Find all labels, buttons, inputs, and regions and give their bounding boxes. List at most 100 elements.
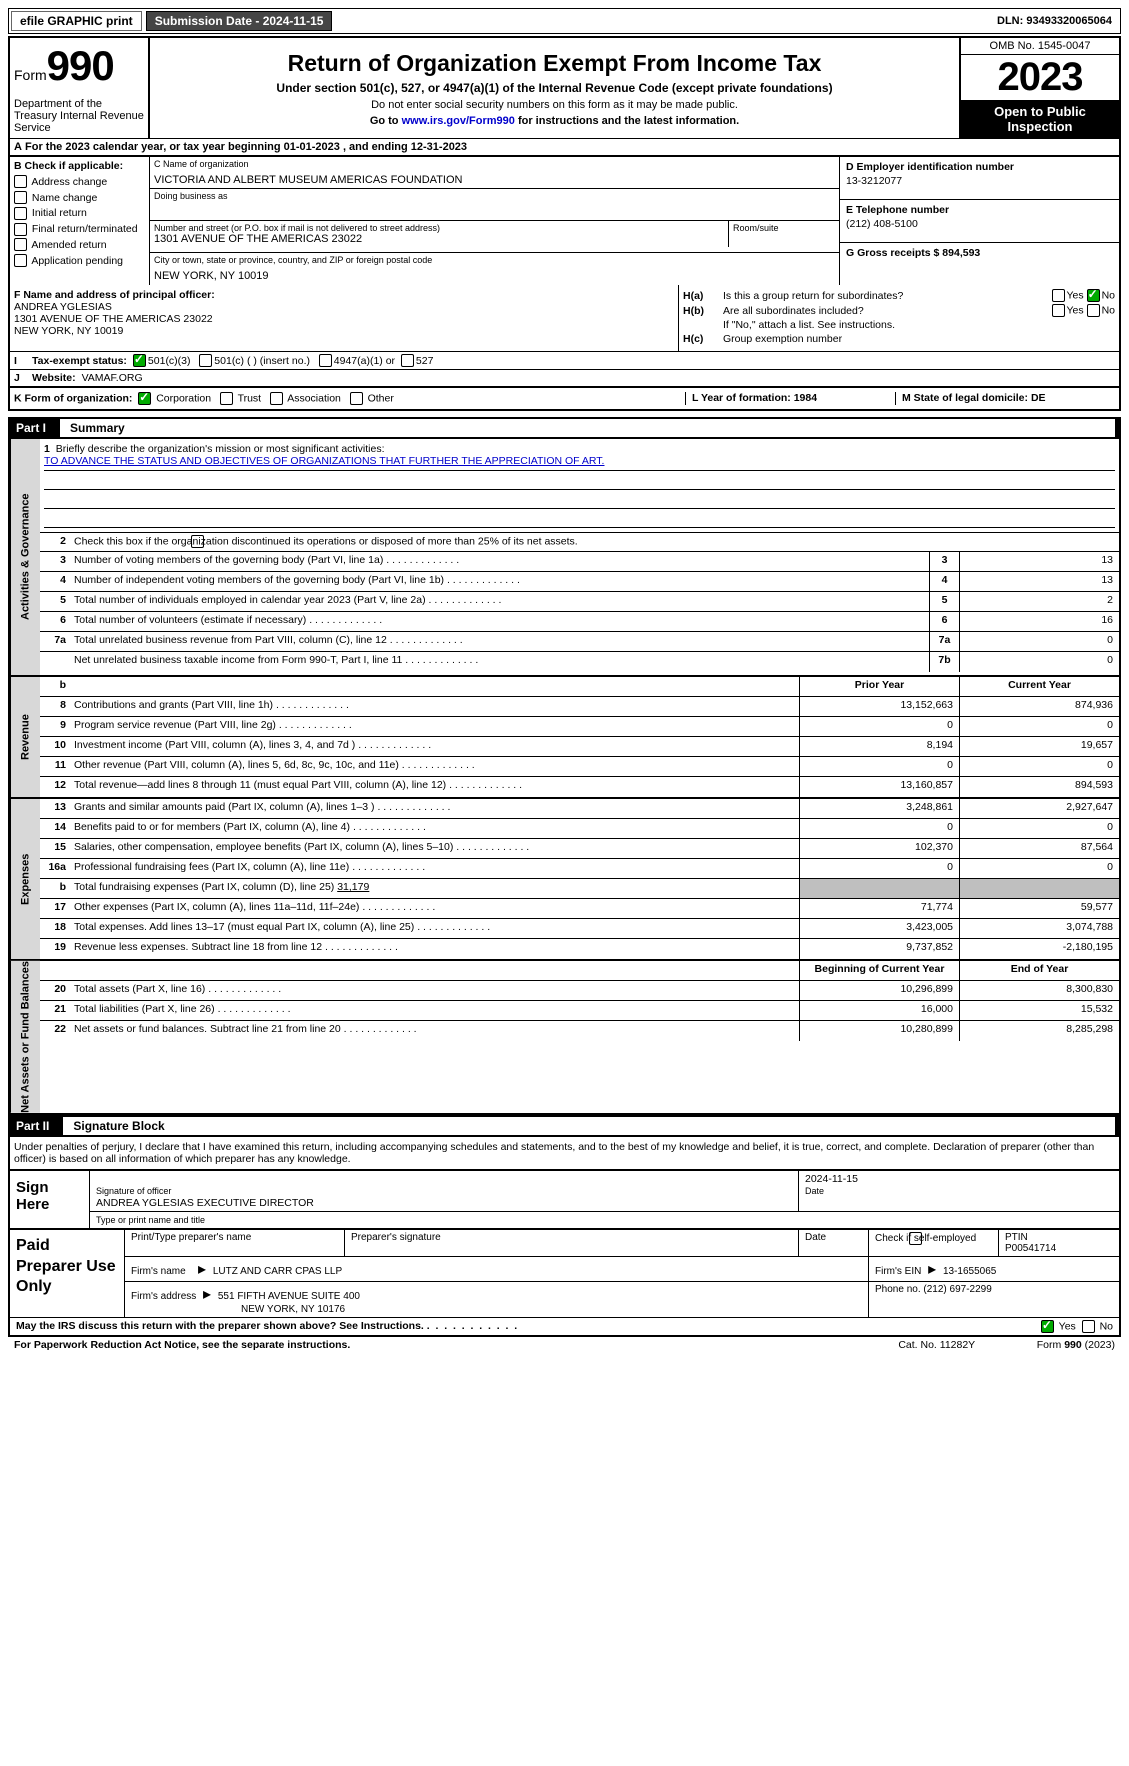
- vlabel-na: Net Assets or Fund Balances: [10, 961, 40, 1113]
- summary-row: 6Total number of volunteers (estimate if…: [40, 612, 1119, 632]
- summary-row: 10Investment income (Part VIII, column (…: [40, 737, 1119, 757]
- org-name: VICTORIA AND ALBERT MUSEUM AMERICAS FOUN…: [154, 174, 462, 186]
- cb-4947[interactable]: [319, 354, 332, 367]
- summary-row: 11Other revenue (Part VIII, column (A), …: [40, 757, 1119, 777]
- principal-officer: F Name and address of principal officer:…: [10, 285, 679, 351]
- summary-row: 13Grants and similar amounts paid (Part …: [40, 799, 1119, 819]
- form-number: Form990: [14, 42, 144, 90]
- room-suite: Room/suite: [729, 221, 839, 247]
- discuss-row: May the IRS discuss this return with the…: [10, 1317, 1119, 1335]
- open-public-badge: Open to Public Inspection: [961, 100, 1119, 138]
- summary-row: 5Total number of individuals employed in…: [40, 592, 1119, 612]
- irs-link[interactable]: www.irs.gov/Form990: [402, 115, 515, 127]
- cb-501c[interactable]: [199, 354, 212, 367]
- cb-ha-yes[interactable]: [1052, 289, 1065, 302]
- cb-amended[interactable]: [14, 238, 27, 251]
- summary-row: 15Salaries, other compensation, employee…: [40, 839, 1119, 859]
- address-row: Number and street (or P.O. box if mail i…: [150, 221, 839, 253]
- line-a-tax-year: A For the 2023 calendar year, or tax yea…: [8, 138, 1121, 155]
- summary-row: 3Number of voting members of the governi…: [40, 552, 1119, 572]
- cb-trust[interactable]: [220, 392, 233, 405]
- omb-number: OMB No. 1545-0047: [961, 38, 1119, 55]
- phone-value: (212) 408-5100: [846, 218, 1113, 230]
- section-ij: I Tax-exempt status: 501(c)(3) 501(c) ( …: [8, 351, 1121, 386]
- cb-discontinued[interactable]: [191, 535, 204, 548]
- cb-address-change[interactable]: [14, 175, 27, 188]
- cb-discuss-no[interactable]: [1082, 1320, 1095, 1333]
- by-ey-header: Beginning of Current Year End of Year: [40, 961, 1119, 981]
- col-b-checkboxes: B Check if applicable: Address change Na…: [10, 157, 150, 285]
- website-value: VAMAF.ORG: [82, 372, 143, 384]
- part-2-header: Part II Signature Block: [8, 1115, 1121, 1137]
- cb-corp[interactable]: [138, 392, 151, 405]
- summary-row: bTotal fundraising expenses (Part IX, co…: [40, 879, 1119, 899]
- part-1-header: Part I Summary: [8, 417, 1121, 439]
- cb-hb-no[interactable]: [1087, 304, 1100, 317]
- phone-block: E Telephone number (212) 408-5100: [839, 200, 1119, 243]
- ssn-warning: Do not enter social security numbers on …: [158, 99, 951, 111]
- summary-row: 4Number of independent voting members of…: [40, 572, 1119, 592]
- cb-527[interactable]: [401, 354, 414, 367]
- cb-ha-no[interactable]: [1087, 289, 1100, 302]
- org-name-row: C Name of organization VICTORIA AND ALBE…: [150, 157, 839, 189]
- cb-self-employed[interactable]: [909, 1232, 922, 1245]
- dba-row: Doing business as: [150, 189, 839, 221]
- summary-row: 9Program service revenue (Part VIII, lin…: [40, 717, 1119, 737]
- summary-row: 12Total revenue—add lines 8 through 11 (…: [40, 777, 1119, 797]
- cb-app-pending[interactable]: [14, 254, 27, 267]
- summary-row: 20Total assets (Part X, line 16) 10,296,…: [40, 981, 1119, 1001]
- instructions-link-line: Go to www.irs.gov/Form990 for instructio…: [158, 115, 951, 127]
- py-cy-header: b Prior Year Current Year: [40, 677, 1119, 697]
- vlabel-rev: Revenue: [10, 677, 40, 797]
- cb-discuss-yes[interactable]: [1041, 1320, 1054, 1333]
- ein-value: 13-3212077: [846, 175, 1113, 187]
- cb-initial-return[interactable]: [14, 207, 27, 220]
- summary-row: 14Benefits paid to or for members (Part …: [40, 819, 1119, 839]
- year-formation: L Year of formation: 1984: [685, 392, 895, 405]
- summary-row: 7aTotal unrelated business revenue from …: [40, 632, 1119, 652]
- cb-name-change[interactable]: [14, 191, 27, 204]
- city-state-zip: NEW YORK, NY 10019: [154, 270, 269, 282]
- summary-row: 18Total expenses. Add lines 13–17 (must …: [40, 919, 1119, 939]
- cb-hb-yes[interactable]: [1052, 304, 1065, 317]
- line-2-text: Check this box if the organization disco…: [70, 533, 1119, 551]
- cb-final-return[interactable]: [14, 223, 27, 236]
- na-group: Net Assets or Fund Balances Beginning of…: [10, 961, 1119, 1113]
- tax-exempt-row: I Tax-exempt status: 501(c)(3) 501(c) ( …: [10, 352, 1119, 370]
- form-title: Return of Organization Exempt From Incom…: [158, 50, 951, 77]
- section-klm: K Form of organization: Corporation Trus…: [8, 386, 1121, 411]
- summary-row: 22Net assets or fund balances. Subtract …: [40, 1021, 1119, 1041]
- cb-other[interactable]: [350, 392, 363, 405]
- summary-row: 17Other expenses (Part IX, column (A), l…: [40, 899, 1119, 919]
- mission-text: TO ADVANCE THE STATUS AND OBJECTIVES OF …: [44, 455, 1115, 471]
- section-fh: F Name and address of principal officer:…: [8, 285, 1121, 351]
- mission-block: 1 Briefly describe the organization's mi…: [40, 439, 1119, 532]
- gross-receipts: G Gross receipts $ 894,593: [839, 243, 1119, 285]
- rev-group: Revenue b Prior Year Current Year 8Contr…: [10, 677, 1119, 799]
- efile-print-button[interactable]: efile GRAPHIC print: [11, 11, 142, 31]
- page-footer: For Paperwork Reduction Act Notice, see …: [8, 1337, 1121, 1353]
- dept-treasury: Department of the Treasury Internal Reve…: [14, 98, 144, 134]
- submission-date-badge: Submission Date - 2024-11-15: [146, 11, 333, 31]
- paid-preparer-row: Paid Preparer Use Only Print/Type prepar…: [10, 1230, 1119, 1317]
- penalty-text: Under penalties of perjury, I declare th…: [10, 1137, 1119, 1171]
- website-row: J Website: VAMAF.ORG: [10, 370, 1119, 386]
- exp-group: Expenses 13Grants and similar amounts pa…: [10, 799, 1119, 961]
- summary-row: 16aProfessional fundraising fees (Part I…: [40, 859, 1119, 879]
- summary-row: Net unrelated business taxable income fr…: [40, 652, 1119, 672]
- dln-label: DLN: 93493320065064: [997, 15, 1118, 27]
- form-header: Form990 Department of the Treasury Inter…: [8, 36, 1121, 138]
- section-bcd: B Check if applicable: Address change Na…: [8, 155, 1121, 285]
- cb-501c3[interactable]: [133, 354, 146, 367]
- vlabel-exp: Expenses: [10, 799, 40, 959]
- state-domicile: M State of legal domicile: DE: [895, 392, 1115, 405]
- summary-row: 21Total liabilities (Part X, line 26) 16…: [40, 1001, 1119, 1021]
- ein-block: D Employer identification number 13-3212…: [839, 157, 1119, 200]
- summary-row: 19Revenue less expenses. Subtract line 1…: [40, 939, 1119, 959]
- signature-block: Under penalties of perjury, I declare th…: [8, 1137, 1121, 1337]
- cb-assoc[interactable]: [270, 392, 283, 405]
- form-subtitle: Under section 501(c), 527, or 4947(a)(1)…: [158, 81, 951, 95]
- sign-here-row: Sign Here Signature of officerANDREA YGL…: [10, 1171, 1119, 1230]
- top-toolbar: efile GRAPHIC print Submission Date - 20…: [8, 8, 1121, 34]
- summary-row: 8Contributions and grants (Part VIII, li…: [40, 697, 1119, 717]
